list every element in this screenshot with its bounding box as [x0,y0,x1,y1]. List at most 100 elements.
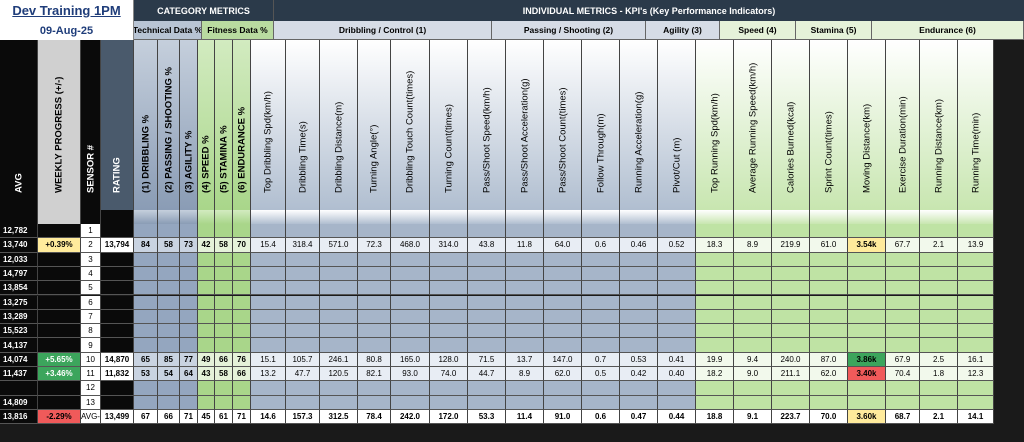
col-header-label: (1) DRIBBLING % [140,114,151,193]
cell [320,295,358,310]
cell [506,338,544,353]
cell [233,266,251,282]
cell: 71.5 [468,352,506,367]
cell [38,395,81,410]
cell [430,281,468,296]
col-header: AVG [0,40,38,210]
cell [620,266,658,282]
cell: 13,289 [0,309,38,325]
cell [582,281,620,296]
col-header: Turning Angle(°) [358,40,391,210]
cell: AVG- [81,409,101,425]
cell: 14,870 [101,352,134,367]
col-header: Turning Count(times) [430,40,468,210]
spacer-cell [134,210,158,224]
cell [198,395,215,410]
spacer-cell [358,210,391,224]
sub-stamina: Stamina (5) [796,21,872,40]
cell: 53 [134,367,158,382]
col-header-label: Dribbling Distance(m) [333,101,344,193]
cell: 14.6 [251,409,286,425]
cell [958,266,994,282]
cell [38,324,81,339]
cell: 0.6 [582,238,620,253]
cell [506,281,544,296]
col-header-label: Pass/Shoot Speed(km/h) [481,87,492,193]
cell [848,281,886,296]
cell [658,281,696,296]
cell [158,324,180,339]
cell [233,281,251,296]
cell: 53.3 [468,409,506,425]
cell [810,338,848,353]
col-header: Running Time(min) [958,40,994,210]
cell: 13 [81,395,101,410]
cell [620,381,658,396]
cell: 62.0 [544,367,582,382]
cell: 2.1 [920,238,958,253]
cell: 18.8 [696,409,734,425]
cell: 2 [81,238,101,253]
col-header-label: AVG [13,173,24,193]
cell [848,338,886,353]
cell [233,338,251,353]
cell [848,266,886,282]
cell [620,338,658,353]
cell: 211.1 [772,367,810,382]
cell [848,224,886,239]
col-header: Running Acceleration(g) [620,40,658,210]
cell [233,295,251,310]
cell [215,224,233,239]
cell [468,381,506,396]
cell: 14,797 [0,266,38,282]
cell [286,338,320,353]
category-metrics-header: CATEGORY METRICS [134,0,274,21]
cell: 8.9 [506,367,544,382]
cell [391,309,430,325]
col-header-label: Top Running Spd(km/h) [709,93,720,193]
cell [251,281,286,296]
cell: 13,740 [0,238,38,253]
cell: 0.6 [582,409,620,425]
cell: 70 [233,238,251,253]
cell: 8 [81,324,101,339]
cell [286,266,320,282]
cell [958,324,994,339]
col-header: Dribbling Touch Count(times) [391,40,430,210]
cell [658,338,696,353]
cell [134,338,158,353]
cell [134,281,158,296]
cell [920,381,958,396]
cell: 105.7 [286,352,320,367]
cell: 3.60k [848,409,886,425]
cell: 93.0 [391,367,430,382]
spacer-cell [101,210,134,224]
spacer-cell [198,210,215,224]
cell: 13.9 [958,238,994,253]
cell: 13,816 [0,409,38,425]
cell [101,266,134,282]
cell [198,309,215,325]
cell [198,381,215,396]
cell [620,309,658,325]
cell [658,266,696,282]
sub-dribbling-control: Dribbling / Control (1) [274,21,492,40]
cell [734,224,772,239]
cell: 3.86k [848,352,886,367]
cell: 9.0 [734,367,772,382]
cell [734,338,772,353]
cell: +3.46% [38,367,81,382]
cell [696,224,734,239]
cell: 12,782 [0,224,38,239]
cell [696,324,734,339]
col-header-label: Dribbling Time(s) [297,121,308,193]
cell [101,338,134,353]
cell: 43.8 [468,238,506,253]
col-header: Dribbling Distance(m) [320,40,358,210]
cell: 3.40k [848,367,886,382]
cell [391,338,430,353]
cell [468,395,506,410]
cell: 223.7 [772,409,810,425]
col-header-label: Calories Burned(kcal) [785,101,796,193]
cell [848,381,886,396]
